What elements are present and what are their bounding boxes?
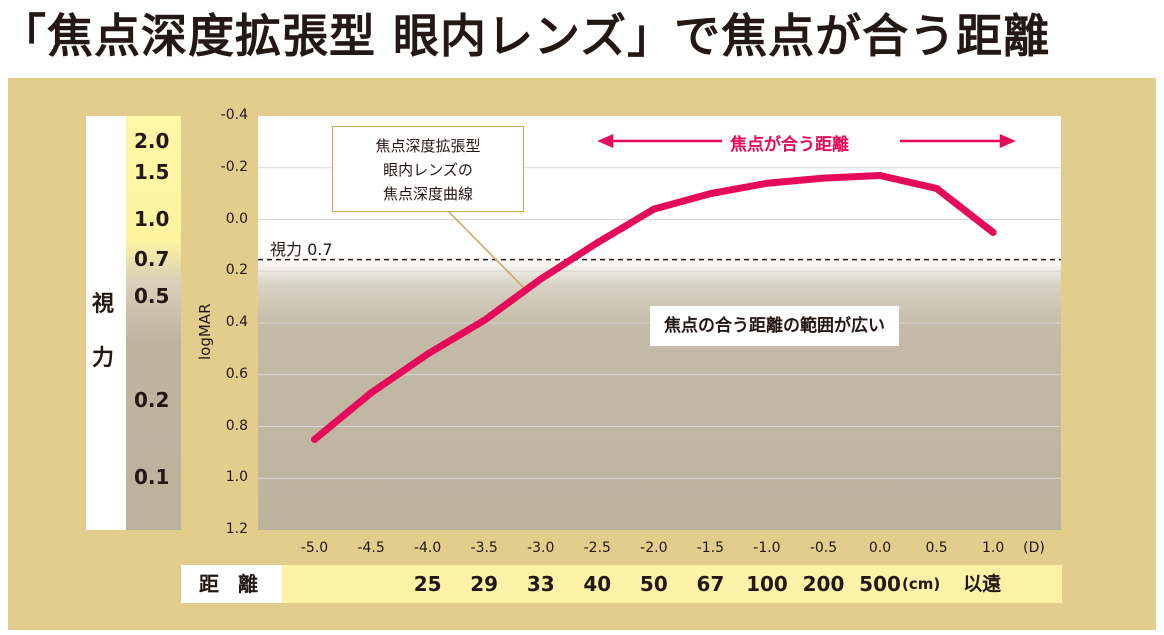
legend-leader-line (447, 210, 529, 293)
distance-label-bg (181, 565, 282, 603)
curve-data-point (706, 190, 714, 198)
curve-data-point (367, 389, 375, 397)
x-tick-label: 0.5 (925, 540, 948, 556)
curve-data-point (480, 316, 488, 324)
y-tick-label: 0.6 (225, 365, 248, 382)
curve-data-point (311, 435, 319, 443)
distance-bar (282, 565, 1062, 603)
page-title: 「焦点深度拡張型 眼内レンズ」で焦点が合う距離 (0, 9, 1051, 63)
distance-value: 25 (413, 572, 442, 596)
distance-label: 距 離 (199, 572, 264, 596)
distance-value: 500 (859, 572, 901, 596)
y-tick-label: 0.2 (225, 262, 248, 279)
legend-line-2: 眼内レンズの (383, 161, 473, 179)
curve-data-point (989, 228, 997, 236)
vision-scale-strip (126, 116, 181, 530)
y-tick-label: 0.4 (225, 314, 248, 330)
y-tick-label: -0.2 (220, 158, 248, 175)
distance-far: 以遠 (963, 573, 1002, 595)
vision-tick-label: 0.2 (134, 387, 170, 412)
vision-tick-label: 0.7 (134, 246, 170, 271)
curve-data-point (876, 172, 884, 180)
distance-value: 50 (639, 572, 668, 596)
x-tick-label: 1.0 (982, 540, 1005, 556)
curve-data-point (650, 205, 658, 213)
curve-data-point (593, 239, 601, 247)
y-tick-label: 0.0 (225, 210, 248, 227)
plot-shaded-region (258, 258, 1061, 530)
legend-line-1: 焦点深度拡張型 (375, 137, 481, 155)
reference-line-label: 視力 0.7 (270, 239, 333, 259)
vision-axis-label-1: 視 (92, 292, 115, 317)
y-tick-label: 1.0 (225, 469, 248, 486)
range-annotation-label: 焦点が合う距離 (730, 135, 849, 155)
distance-value: 100 (746, 572, 788, 596)
y-tick-label: 0.8 (225, 417, 248, 434)
vision-tick-label: 0.1 (134, 465, 170, 490)
y-tick-label: -0.4 (220, 107, 248, 123)
distance-value: 33 (526, 572, 555, 596)
range-arrowhead-left (597, 134, 614, 148)
curve-data-point (763, 179, 771, 187)
x-tick-label: -1.0 (753, 540, 781, 556)
distance-value: 29 (470, 572, 499, 596)
y-tick-label: 1.2 (225, 521, 248, 537)
x-tick-label: -5.0 (300, 540, 329, 556)
curve-data-point (933, 184, 941, 192)
x-tick-label: -4.5 (357, 540, 385, 556)
curve-data-point (424, 350, 432, 358)
shaded-annotation: 焦点の合う距離の範囲が広い (650, 306, 899, 346)
vision-tick-label: 0.5 (134, 284, 170, 309)
vision-tick-label: 2.0 (134, 128, 170, 153)
x-tick-label: -3.5 (470, 540, 498, 556)
distance-value: 40 (583, 572, 612, 596)
x-tick-label: -4.0 (413, 540, 442, 556)
distance-value: 200 (802, 572, 845, 596)
curve-data-point (537, 275, 545, 283)
x-tick-label: -1.5 (696, 540, 725, 556)
legend-line-3: 焦点深度曲線 (382, 185, 473, 203)
curve-data-point (819, 174, 827, 182)
x-tick-label: -2.5 (583, 540, 611, 556)
distance-unit: (cm) (902, 575, 941, 593)
x-tick-label: -0.5 (809, 540, 838, 556)
distance-value: 67 (696, 572, 725, 596)
vision-tick-label: 1.0 (134, 206, 170, 231)
x-tick-label: -3.0 (527, 540, 555, 556)
vision-axis-label-2: 力 (92, 346, 115, 371)
vision-tick-label: 1.5 (134, 159, 170, 184)
legend: 焦点深度拡張型 眼内レンズの 焦点深度曲線 (332, 126, 524, 212)
range-arrowhead-right (999, 134, 1016, 148)
x-tick-label: 0.0 (868, 540, 892, 556)
x-tick-label: -2.0 (640, 540, 668, 556)
x-axis-unit: (D) (1023, 540, 1045, 556)
